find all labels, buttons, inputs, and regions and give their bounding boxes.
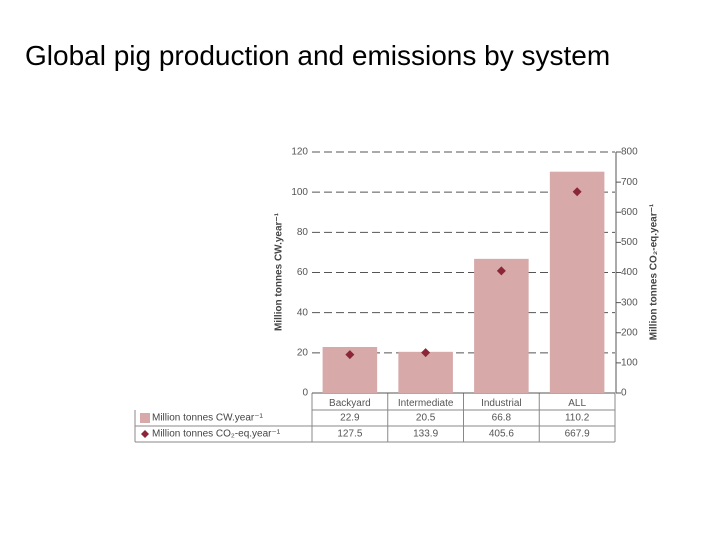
table-value: 405.6 bbox=[489, 429, 514, 440]
y2-tick-label: 0 bbox=[621, 388, 627, 399]
bar bbox=[549, 171, 605, 393]
y-tick-label: 20 bbox=[297, 347, 309, 358]
y2-tick-label: 100 bbox=[621, 358, 638, 369]
diamond-marker bbox=[345, 350, 355, 360]
y2-tick-label: 400 bbox=[621, 267, 638, 278]
table-value: 667.9 bbox=[565, 429, 590, 440]
y2-axis-label: Million tonnes CO₂-eq.year⁻¹ bbox=[649, 203, 660, 340]
table-value: 127.5 bbox=[337, 429, 362, 440]
y-tick-label: 120 bbox=[291, 147, 308, 158]
y2-tick-label: 200 bbox=[621, 327, 638, 338]
bar bbox=[398, 351, 453, 393]
y-axis-label: Million tonnes CW.year⁻¹ bbox=[274, 212, 285, 331]
y-tick-label: 40 bbox=[297, 307, 309, 318]
x-tick-label: ALL bbox=[568, 398, 586, 409]
y-tick-label: 0 bbox=[302, 388, 308, 399]
slide-title: Global pig production and emissions by s… bbox=[25, 40, 611, 71]
x-tick-label: Intermediate bbox=[398, 398, 454, 409]
legend-swatch bbox=[141, 430, 149, 438]
table-value: 110.2 bbox=[565, 413, 590, 424]
table-value: 66.8 bbox=[492, 413, 512, 424]
x-tick-label: Industrial bbox=[481, 398, 522, 409]
y-tick-label: 80 bbox=[297, 227, 309, 238]
diamond-marker bbox=[496, 266, 506, 276]
legend-swatch bbox=[140, 413, 150, 423]
y2-tick-label: 300 bbox=[621, 297, 638, 308]
y2-tick-label: 800 bbox=[621, 147, 638, 158]
legend-label: Million tonnes CO₂-eq.year⁻¹ bbox=[152, 429, 281, 440]
diamond-marker bbox=[572, 187, 582, 197]
x-tick-label: Backyard bbox=[329, 398, 371, 409]
table-value: 20.5 bbox=[416, 413, 436, 424]
y2-tick-label: 600 bbox=[621, 207, 638, 218]
bar bbox=[474, 258, 529, 393]
table-value: 22.9 bbox=[340, 413, 360, 424]
y-tick-label: 100 bbox=[291, 187, 308, 198]
table-value: 133.9 bbox=[413, 429, 438, 440]
diamond-marker bbox=[421, 348, 431, 358]
y2-tick-label: 700 bbox=[621, 177, 638, 188]
y-tick-label: 60 bbox=[297, 267, 309, 278]
y2-tick-label: 500 bbox=[621, 237, 638, 248]
legend-label: Million tonnes CW.year⁻¹ bbox=[152, 413, 264, 424]
